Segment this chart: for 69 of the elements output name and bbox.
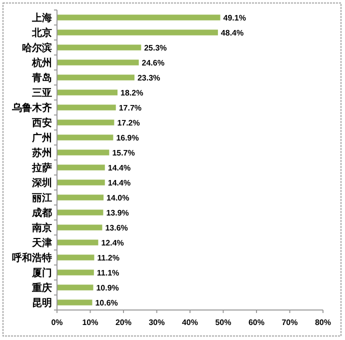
data-label: 49.1% [223,13,246,22]
data-label: 23.3% [137,73,160,82]
x-tick-label: 80% [314,318,332,327]
data-label: 18.2% [120,88,144,98]
bar [57,90,118,96]
bar [57,150,110,156]
data-label: 10.6% [95,298,118,308]
bar [57,164,105,170]
bar [57,194,104,200]
data-label: 48.4% [220,28,244,38]
x-tick-label: 70% [282,318,298,327]
bar [57,210,104,216]
data-label: 11.1% [96,268,120,278]
data-label: 12.4% [101,238,124,248]
x-tick-label: 60% [248,318,265,327]
y-tick-label: 乌鲁木齐 [11,102,52,114]
data-label: 25.3% [144,43,167,52]
x-tick-label: 10% [82,318,98,327]
data-label: 10.9% [96,283,119,292]
data-label: 14.0% [106,193,130,202]
data-label: 17.7% [118,103,142,112]
y-tick-label: 苏州 [31,147,52,159]
y-tick-label: 西安 [31,117,52,129]
bar [57,44,142,50]
bar [57,30,218,36]
y-tick-label: 三亚 [32,88,52,99]
bar [57,270,94,276]
data-label: 14.4% [108,163,131,172]
bar [57,104,116,110]
bar [57,120,114,126]
y-tick-label: 青岛 [31,72,52,84]
x-tick-label: 40% [182,318,198,327]
y-tick-label: 呼和浩特 [12,252,52,264]
y-tick-label: 重庆 [31,282,52,294]
y-tick-label: 昆明 [32,297,52,309]
data-label: 15.7% [112,148,135,158]
data-label: 14.4% [108,178,131,188]
data-label: 16.9% [116,133,139,142]
y-tick-label: 上海 [31,12,52,24]
bar [57,240,98,246]
bar [57,14,220,20]
y-tick-label: 广州 [31,132,52,144]
bar [57,284,94,290]
bar [57,74,134,80]
bar [57,180,105,186]
y-tick-label: 天津 [31,237,52,249]
y-tick-label: 深圳 [31,177,52,189]
data-label: 24.6% [142,58,164,68]
y-tick-label: 北京 [31,27,52,39]
y-tick-label: 拉萨 [31,162,52,174]
data-label: 13.9% [106,208,129,218]
x-tick-label: 50% [215,318,232,327]
bar [57,134,114,140]
x-tick-label: 20% [115,318,132,327]
x-tick-label: 30% [148,318,165,327]
y-tick-label: 杭州 [31,57,52,69]
data-label: 11.2% [97,253,120,262]
y-tick-label: 厦门 [31,267,52,279]
bar [57,224,102,230]
bar [57,60,139,66]
y-tick-label: 成都 [31,207,52,219]
bar [57,254,94,260]
data-label: 17.2% [117,118,140,128]
y-tick-label: 南京 [31,222,52,234]
bar [57,300,92,306]
data-label: 13.6% [105,223,128,232]
y-tick-label: 丽江 [31,192,52,204]
y-tick-label: 哈尔滨 [22,42,52,54]
x-tick-label: 0% [51,318,63,327]
